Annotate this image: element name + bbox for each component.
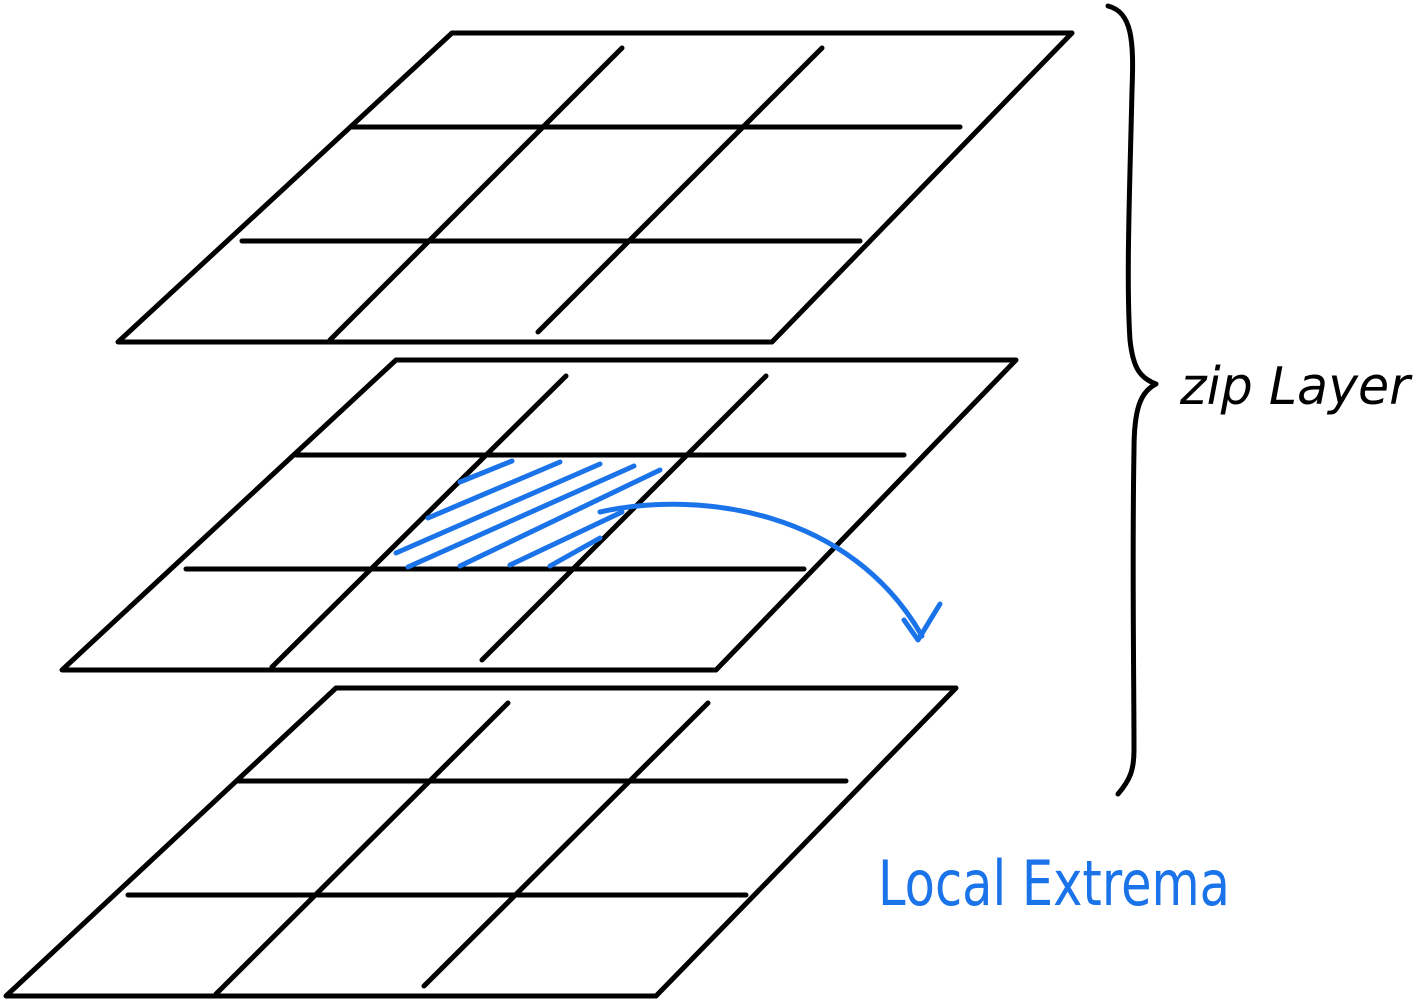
- local-extrema-label: Local Extrema: [878, 847, 1230, 920]
- grid-line-diagonal: [269, 373, 569, 670]
- grid-line-diagonal: [327, 45, 625, 343]
- top-layer: [115, 30, 1075, 345]
- hatch-stroke: [457, 458, 515, 485]
- arrow-curve: [597, 501, 925, 639]
- hatch-stroke: [405, 463, 637, 570]
- layer-outline: [115, 30, 1075, 345]
- hatch-stroke: [425, 459, 563, 521]
- layer-outline: [3, 685, 959, 999]
- layer-outline: [59, 357, 1019, 673]
- hatch-stroke: [393, 461, 603, 556]
- arrow-head: [901, 601, 943, 643]
- grid-line-diagonal: [213, 700, 511, 997]
- curly-brace: [1105, 3, 1159, 797]
- hatch-stroke: [547, 535, 603, 569]
- grid-line-diagonal: [479, 373, 769, 663]
- hatch-stroke: [507, 509, 625, 568]
- zip-layer-label: zip Layer: [1179, 357, 1413, 417]
- grid-line-diagonal: [421, 700, 711, 989]
- extrema-arrow: [597, 501, 943, 643]
- middle-layer: [59, 357, 1019, 673]
- highlighted-cell-hatching: [393, 458, 663, 570]
- hatch-stroke: [457, 467, 663, 569]
- bottom-layer: [3, 685, 959, 999]
- grid-line-diagonal: [535, 45, 825, 335]
